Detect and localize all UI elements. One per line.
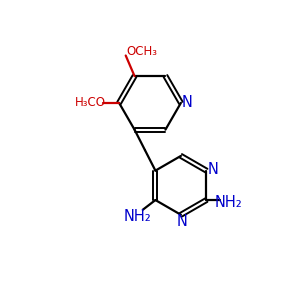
Text: N: N	[177, 214, 188, 229]
Text: H₃CO: H₃CO	[75, 96, 106, 110]
Text: N: N	[208, 162, 218, 177]
Text: N: N	[182, 95, 193, 110]
Text: OCH₃: OCH₃	[126, 45, 158, 58]
Text: NH₂: NH₂	[214, 195, 242, 210]
Text: NH₂: NH₂	[124, 209, 152, 224]
